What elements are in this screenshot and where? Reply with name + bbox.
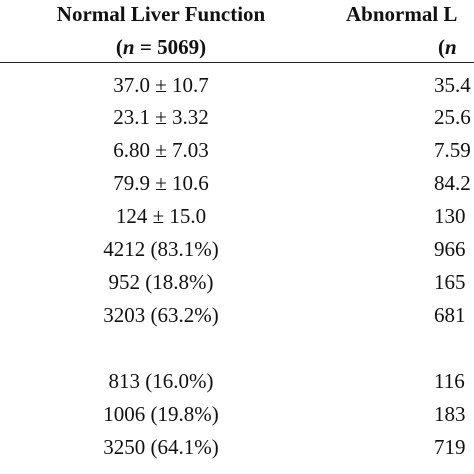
row-7-abnormal: 165	[434, 270, 466, 294]
row-11-abnormal: 719	[434, 435, 466, 459]
row-9-normal: 813 (16.0%)	[108, 369, 214, 393]
header-rule	[0, 62, 474, 63]
row-2-abnormal: 25.6	[434, 105, 471, 129]
abnormal-sample-size-open: (	[438, 35, 445, 59]
abnormal-sample-size: (n	[438, 37, 457, 58]
row-11-normal: 3250 (64.1%)	[103, 435, 219, 459]
abnormal-sample-size-n: n	[445, 35, 457, 59]
row-3-abnormal: 7.59	[434, 138, 471, 162]
row-5-normal: 124 ± 15.0	[115, 204, 207, 228]
normal-sample-size: (n = 5069)	[5, 37, 317, 58]
abnormal-liver-function-header: Abnormal L	[346, 2, 458, 26]
row-2-normal: 23.1 ± 3.32	[113, 105, 209, 129]
row-8-normal: 3203 (63.2%)	[103, 303, 219, 327]
row-6-normal: 4212 (83.1%)	[103, 237, 219, 261]
normal-sample-size-n: n	[122, 35, 135, 59]
row-4-abnormal: 84.2	[434, 171, 471, 195]
row-8-abnormal: 681	[434, 303, 466, 327]
normal-sample-size-open: (	[115, 35, 123, 59]
row-9-abnormal: 116	[434, 369, 465, 393]
row-1-abnormal: 35.4	[434, 73, 471, 97]
row-3-normal: 6.80 ± 7.03	[113, 138, 209, 162]
row-5-abnormal: 130	[434, 204, 466, 228]
row-10-abnormal: 183	[434, 402, 466, 426]
row-6-abnormal: 966	[434, 237, 466, 261]
row-1-normal: 37.0 ± 10.7	[113, 73, 209, 97]
row-10-normal: 1006 (19.8%)	[103, 402, 219, 426]
row-7-normal: 952 (18.8%)	[108, 270, 214, 294]
normal-sample-size-value: = 5069)	[134, 35, 207, 59]
row-4-normal: 79.9 ± 10.6	[113, 171, 209, 195]
normal-liver-function-header: Normal Liver Function	[56, 2, 266, 26]
